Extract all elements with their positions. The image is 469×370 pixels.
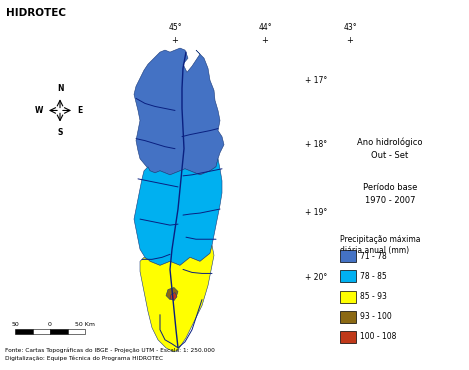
Text: +: + xyxy=(262,36,268,45)
Bar xyxy=(15,329,32,334)
Text: W: W xyxy=(35,106,43,115)
Polygon shape xyxy=(166,287,178,300)
Polygon shape xyxy=(140,245,214,352)
Text: 100 - 108: 100 - 108 xyxy=(360,332,396,341)
Text: N: N xyxy=(57,84,63,93)
Bar xyxy=(32,329,50,334)
Bar xyxy=(340,270,356,282)
Text: 45°: 45° xyxy=(168,23,182,32)
Bar xyxy=(50,329,68,334)
Text: 71 - 78: 71 - 78 xyxy=(360,252,387,261)
Text: 50 Km: 50 Km xyxy=(75,322,95,327)
Text: + 18°: + 18° xyxy=(305,140,327,149)
Text: + 20°: + 20° xyxy=(305,273,327,282)
Text: +: + xyxy=(347,36,354,45)
Text: Período base
1970 - 2007: Período base 1970 - 2007 xyxy=(363,183,417,205)
Text: 50: 50 xyxy=(11,322,19,327)
Text: S: S xyxy=(57,128,63,137)
Text: Ano hidrológico
Out - Set: Ano hidrológico Out - Set xyxy=(357,138,423,160)
Text: Precipitação máxima
diária anual (mm): Precipitação máxima diária anual (mm) xyxy=(340,235,421,255)
Text: 78 - 85: 78 - 85 xyxy=(360,272,387,281)
Text: + 17°: + 17° xyxy=(305,76,327,85)
Bar xyxy=(340,290,356,303)
Polygon shape xyxy=(134,159,222,265)
Text: HIDROTEC: HIDROTEC xyxy=(6,8,66,18)
Text: 85 - 93: 85 - 93 xyxy=(360,292,387,301)
Text: 93 - 100: 93 - 100 xyxy=(360,312,392,321)
Text: 44°: 44° xyxy=(258,23,272,32)
Polygon shape xyxy=(134,48,224,175)
Text: + 19°: + 19° xyxy=(305,208,327,216)
Text: E: E xyxy=(77,106,82,115)
Polygon shape xyxy=(170,293,177,300)
Bar xyxy=(340,331,356,343)
Text: 0: 0 xyxy=(48,322,52,327)
Bar xyxy=(68,329,85,334)
Text: +: + xyxy=(172,36,178,45)
Text: 43°: 43° xyxy=(343,23,357,32)
Bar xyxy=(340,311,356,323)
Bar xyxy=(340,250,356,262)
Text: Fonte: Cartas Topográficas do IBGE - Projeção UTM - Escala: 1: 250.000
Digitaliz: Fonte: Cartas Topográficas do IBGE - Pro… xyxy=(5,348,215,361)
